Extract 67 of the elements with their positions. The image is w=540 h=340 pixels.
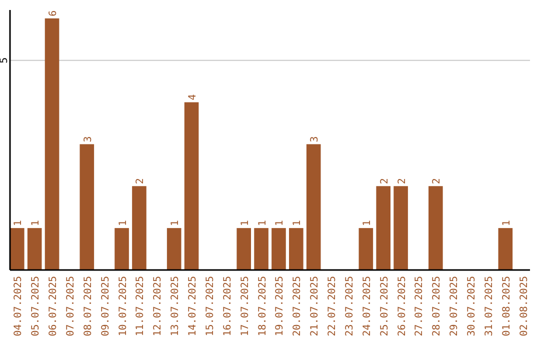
data-label: 1 — [274, 220, 286, 226]
data-label: 4 — [188, 94, 199, 100]
data-label: 1 — [13, 220, 24, 226]
x-tick-label: 29.07.2025 — [449, 276, 460, 336]
x-tick-label: 02.08.2025 — [518, 276, 530, 336]
bar — [428, 186, 443, 270]
x-tick-label: 24.07.2025 — [362, 276, 373, 336]
x-tick-label: 19.07.2025 — [274, 276, 286, 336]
x-tick-label: 17.07.2025 — [240, 276, 251, 336]
x-tick-label: 23.07.2025 — [344, 276, 356, 336]
bar — [306, 144, 321, 270]
x-tick-label: 11.07.2025 — [135, 276, 146, 336]
data-label: 3 — [82, 136, 94, 142]
data-label: 1 — [292, 220, 304, 226]
x-tick-label: 01.08.2025 — [501, 276, 512, 336]
bar — [376, 186, 390, 270]
data-label: 1 — [257, 220, 268, 226]
x-tick-label: 26.07.2025 — [396, 276, 408, 336]
y-tick-label: 5 — [0, 57, 10, 64]
bar — [394, 186, 408, 270]
x-tick-label: 07.07.2025 — [65, 276, 76, 336]
data-label: 1 — [240, 220, 251, 226]
x-tick-label: 04.07.2025 — [13, 276, 24, 336]
data-label: 1 — [30, 220, 42, 226]
bar — [254, 228, 268, 270]
bar — [498, 228, 513, 270]
x-tick-label: 25.07.2025 — [379, 276, 390, 336]
x-tick-label: 05.07.2025 — [30, 276, 42, 336]
data-label: 2 — [135, 178, 146, 184]
x-tick-label: 10.07.2025 — [118, 276, 129, 336]
x-tick-label: 22.07.2025 — [327, 276, 338, 336]
x-tick-label: 06.07.2025 — [48, 276, 60, 336]
x-tick-label: 21.07.2025 — [310, 276, 321, 336]
bar — [114, 228, 129, 270]
x-tick-label: 30.07.2025 — [466, 276, 478, 336]
x-tick-label: 28.07.2025 — [432, 276, 443, 336]
x-tick-label: 31.07.2025 — [484, 276, 495, 336]
x-tick-label: 20.07.2025 — [292, 276, 304, 336]
x-tick-label: 18.07.2025 — [257, 276, 268, 336]
data-label: 2 — [379, 178, 390, 184]
data-label: 1 — [170, 220, 182, 226]
x-tick-label: 14.07.2025 — [188, 276, 199, 336]
x-tick-label: 27.07.2025 — [414, 276, 426, 336]
bar — [10, 228, 24, 270]
data-label: 6 — [48, 10, 60, 16]
x-tick-label: 09.07.2025 — [100, 276, 112, 336]
bar — [184, 102, 199, 270]
x-tick-label: 08.07.2025 — [82, 276, 94, 336]
data-label: 1 — [501, 220, 512, 226]
data-label: 2 — [432, 178, 443, 184]
data-label: 3 — [310, 136, 321, 142]
data-label: 1 — [118, 220, 129, 226]
bar — [236, 228, 251, 270]
bar — [289, 228, 304, 270]
bar — [358, 228, 374, 270]
data-label: 2 — [396, 178, 408, 184]
bar — [132, 186, 146, 270]
bar — [44, 18, 60, 270]
x-tick-label: 12.07.2025 — [152, 276, 164, 336]
bar — [272, 228, 286, 270]
bar — [166, 228, 182, 270]
x-tick-label: 15.07.2025 — [204, 276, 216, 336]
bar — [80, 144, 94, 270]
bar — [27, 228, 42, 270]
x-tick-label: 16.07.2025 — [222, 276, 234, 336]
x-tick-label: 13.07.2025 — [170, 276, 182, 336]
data-label: 1 — [362, 220, 373, 226]
